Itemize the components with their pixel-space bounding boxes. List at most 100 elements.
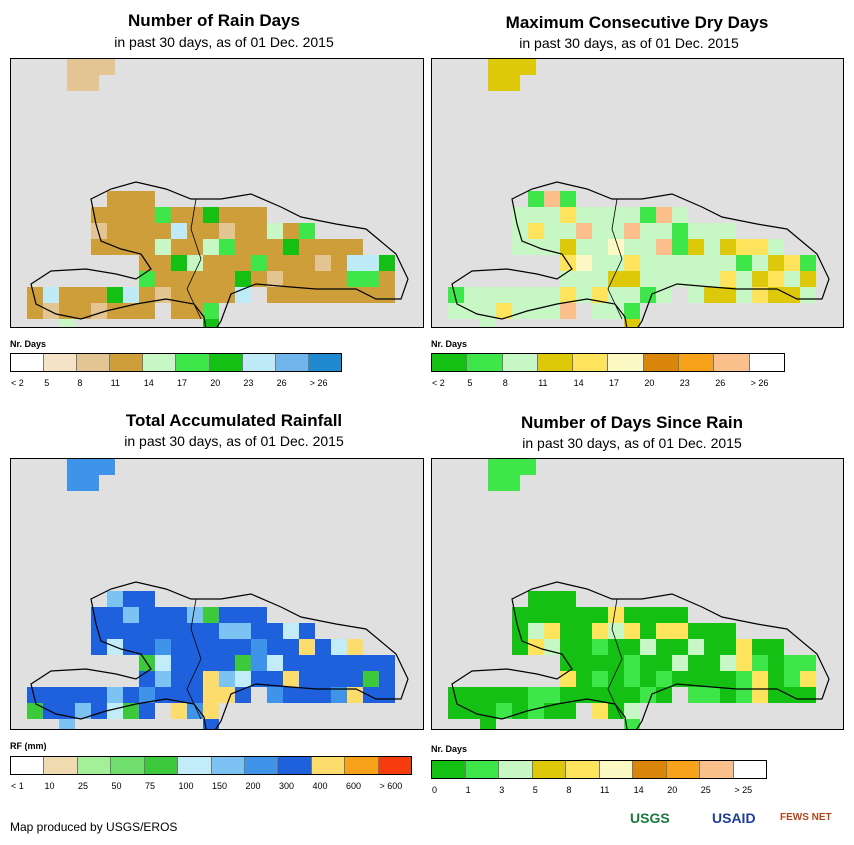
legend-swatch [499, 761, 533, 778]
legend-tick-label: < 1 [11, 781, 24, 791]
panel-1-map [10, 58, 424, 328]
raster-cell [267, 687, 283, 703]
raster-cell [544, 207, 560, 223]
raster-cell [528, 303, 544, 319]
raster-cell [219, 655, 235, 671]
raster-cell [187, 687, 203, 703]
legend-tick-label: 5 [467, 378, 473, 388]
raster-cell [203, 703, 219, 719]
raster-cell [203, 687, 219, 703]
raster-cell [99, 459, 115, 475]
raster-cell [576, 623, 592, 639]
raster-cell [624, 655, 640, 671]
raster-cell [203, 303, 219, 319]
raster-cell [123, 703, 139, 719]
raster-cell [171, 607, 187, 623]
raster-cell [107, 623, 123, 639]
raster-cell [267, 255, 283, 271]
raster-cell [736, 671, 752, 687]
raster-cell [171, 703, 187, 719]
raster-cell [784, 687, 800, 703]
raster-cell [187, 255, 203, 271]
raster-cell [672, 223, 688, 239]
raster-cell [203, 655, 219, 671]
raster-cell [283, 271, 299, 287]
raster-cell [560, 591, 576, 607]
legend-swatch [44, 354, 78, 371]
raster-cell [624, 671, 640, 687]
raster-cell [139, 591, 155, 607]
legend-tick-label: 14 [633, 785, 644, 795]
raster-cell [448, 287, 464, 303]
raster-cell [576, 671, 592, 687]
raster-cell [43, 687, 59, 703]
legend-swatch [432, 761, 466, 778]
legend-tick-label: 23 [243, 378, 254, 388]
raster-cell [171, 223, 187, 239]
raster-cell [512, 623, 528, 639]
raster-cell [504, 459, 520, 475]
raster-cell [171, 303, 187, 319]
raster-cell [75, 687, 91, 703]
raster-cell [592, 607, 608, 623]
raster-cell [139, 287, 155, 303]
legend-tick-label: 75 [145, 781, 156, 791]
raster-cell [544, 191, 560, 207]
raster-cell [736, 287, 752, 303]
legend-tick-label: 150 [212, 781, 228, 791]
raster-cell [560, 671, 576, 687]
raster-cell [720, 687, 736, 703]
raster-cell [480, 287, 496, 303]
raster-cell [784, 671, 800, 687]
raster-cell [67, 59, 83, 75]
raster-cell [608, 255, 624, 271]
raster-cell [299, 271, 315, 287]
legend-swatch [566, 761, 600, 778]
raster-cell [315, 687, 331, 703]
raster-cell [624, 255, 640, 271]
raster-cell [251, 239, 267, 255]
raster-cell [347, 655, 363, 671]
raster-cell [592, 271, 608, 287]
raster-cell [219, 271, 235, 287]
legend-swatch [432, 354, 468, 371]
raster-cell [267, 655, 283, 671]
raster-cell [75, 303, 91, 319]
raster-cell [656, 671, 672, 687]
panel-1-map-svg [27, 59, 409, 327]
raster-cell [656, 607, 672, 623]
raster-cell [59, 319, 75, 327]
raster-cell [235, 223, 251, 239]
raster-cell [768, 655, 784, 671]
raster-cell [672, 671, 688, 687]
legend-swatch [608, 354, 644, 371]
raster-cell [123, 287, 139, 303]
legend-tick-label: 3 [499, 785, 505, 795]
raster-cell [283, 639, 299, 655]
raster-cell [736, 271, 752, 287]
legend-swatch [242, 354, 276, 371]
raster-cell [267, 623, 283, 639]
raster-cell [784, 655, 800, 671]
legend-tick-label: > 25 [734, 785, 753, 795]
coastline-outline [30, 581, 409, 729]
raster-cell [560, 287, 576, 303]
raster-cell [187, 239, 203, 255]
raster-cell [512, 287, 528, 303]
raster-cell [608, 623, 624, 639]
raster-cell [560, 687, 576, 703]
legend-swatch [666, 761, 700, 778]
raster-cell [139, 191, 155, 207]
legend-tick-label: 14 [143, 378, 154, 388]
raster-cell [528, 191, 544, 207]
raster-cell [331, 639, 347, 655]
raster-cell [704, 239, 720, 255]
raster-cell [219, 671, 235, 687]
raster-cell [171, 687, 187, 703]
raster-cell [528, 591, 544, 607]
raster-cell [75, 287, 91, 303]
raster-cell [91, 687, 107, 703]
raster-cell [640, 271, 656, 287]
raster-cell [544, 287, 560, 303]
raster-cell [123, 207, 139, 223]
